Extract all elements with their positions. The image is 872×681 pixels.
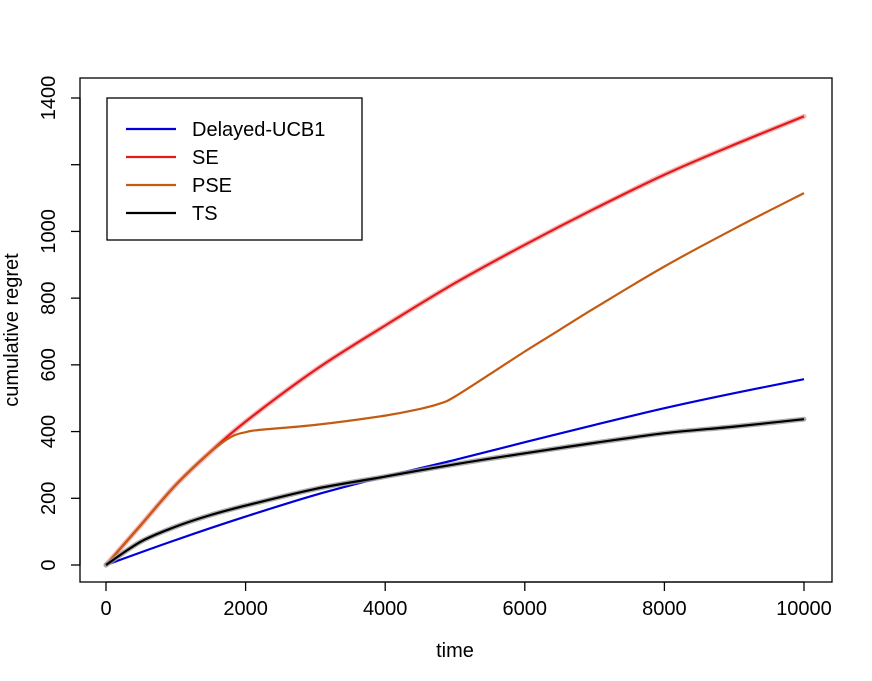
series-line-delayed-ucb1 [105, 378, 805, 567]
legend-label-pse: PSE [192, 175, 232, 197]
x-tick-label: 4000 [363, 598, 408, 620]
series-line-pse [105, 192, 805, 566]
y-axis-title: cumulative regret [1, 253, 23, 407]
series-band-ts [103, 416, 807, 568]
series-line-ts [105, 418, 805, 566]
legend: Delayed-UCB1 SE PSE TS [106, 97, 363, 241]
y-tick-label: 200 [38, 482, 60, 515]
y-tick-label: 1400 [38, 76, 60, 121]
x-tick-label: 8000 [642, 598, 687, 620]
x-tick-label: 0 [100, 598, 111, 620]
legend-label-delayed-ucb1: Delayed-UCB1 [192, 119, 325, 141]
y-tick-label: 800 [38, 281, 60, 314]
y-tick-label: 1000 [38, 209, 60, 254]
y-tick-label: 600 [38, 348, 60, 381]
legend-box [106, 97, 363, 241]
x-tick-label: 2000 [223, 598, 268, 620]
series-layer [103, 113, 807, 568]
legend-label-se: SE [192, 147, 219, 169]
x-axis: 0 2000 4000 6000 8000 10000 [100, 581, 832, 620]
x-axis-title: time [436, 640, 474, 662]
y-tick-label: 400 [38, 415, 60, 448]
x-tick-label: 6000 [503, 598, 548, 620]
x-tick-label: 10000 [776, 598, 832, 620]
y-axis: 0 200 400 600 800 1000 1400 [38, 76, 81, 571]
legend-label-ts: TS [192, 203, 218, 225]
y-tick-label: 0 [38, 559, 60, 570]
